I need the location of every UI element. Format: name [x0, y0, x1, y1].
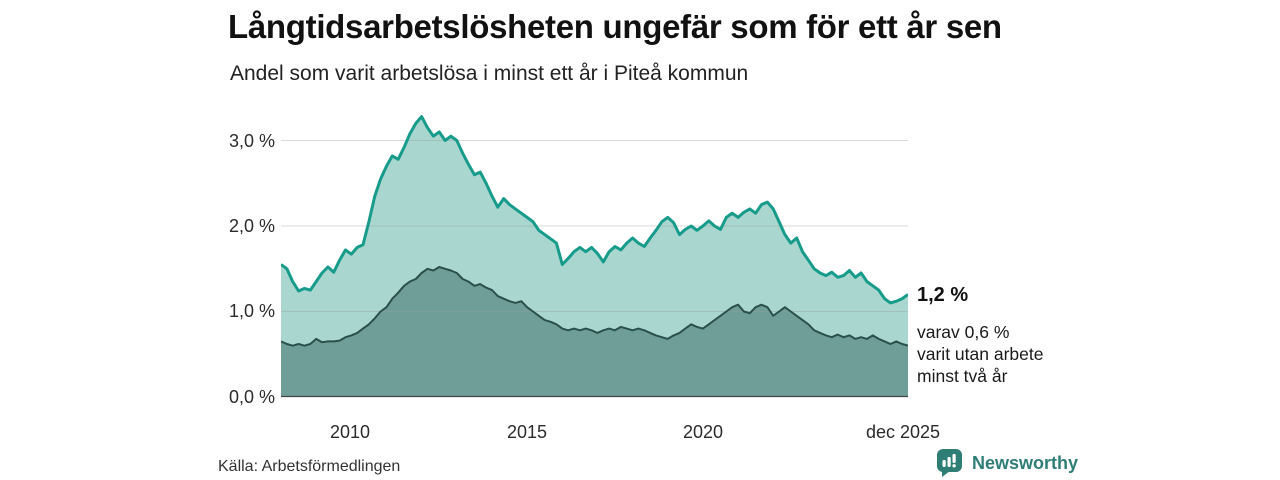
area-chart-plot: [281, 115, 908, 398]
x-tick-2010: 2010: [329, 422, 371, 442]
detail-line-3: minst två år: [917, 366, 1008, 386]
latest-value-label: 1,2 %: [917, 284, 969, 306]
two-year-line-path: [281, 266, 908, 347]
x-tick-2015: 2015: [506, 422, 548, 442]
y-tick-2: 2,0 %: [228, 216, 275, 236]
latest-value-detail: varav 0,6 % varit utan arbete minst två …: [917, 321, 1087, 387]
detail-line-2: varit utan arbete: [917, 344, 1044, 364]
source-credit: Källa: Arbetsförmedlingen: [218, 458, 401, 475]
y-tick-3: 3,0 %: [228, 131, 275, 151]
newsworthy-bar-chart-icon: [937, 449, 962, 477]
x-tick-dec-2025: dec 2025: [865, 422, 941, 442]
x-tick-2020: 2020: [682, 422, 724, 442]
newsworthy-logo: Newsworthy: [936, 448, 1078, 478]
newsworthy-wordmark: Newsworthy: [972, 452, 1079, 473]
y-tick-1: 1,0 %: [228, 301, 275, 321]
y-tick-0: 0,0 %: [228, 387, 275, 407]
total-line-path: [281, 115, 908, 305]
chart-title: Långtidsarbetslösheten ungefär som för e…: [228, 8, 1002, 45]
detail-line-1: varav 0,6 %: [917, 322, 1010, 342]
chart-subtitle: Andel som varit arbetslösa i minst ett å…: [230, 62, 749, 85]
